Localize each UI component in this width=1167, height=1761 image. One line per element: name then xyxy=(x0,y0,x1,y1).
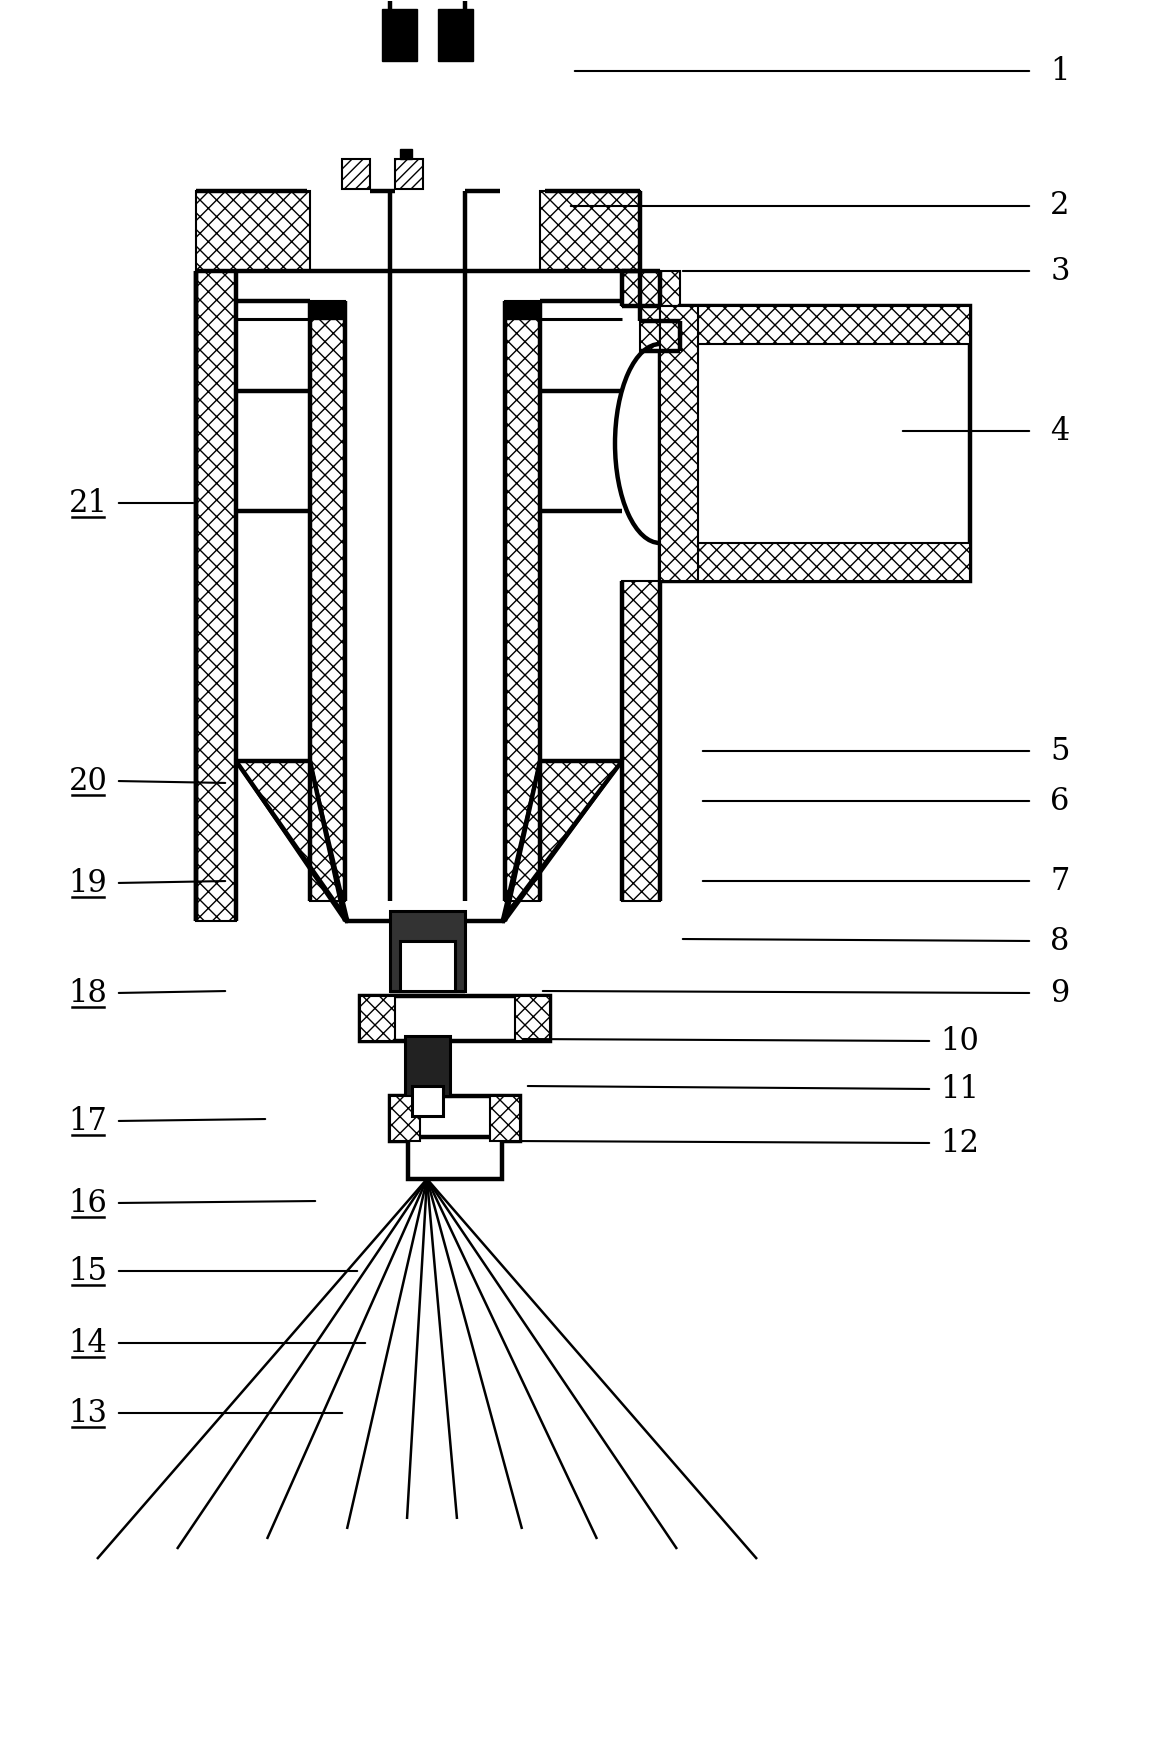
Bar xyxy=(661,542,970,581)
Polygon shape xyxy=(502,761,622,921)
Bar xyxy=(359,997,394,1041)
Bar xyxy=(400,150,412,158)
Bar xyxy=(196,271,236,921)
Text: 1: 1 xyxy=(1050,56,1070,86)
Bar xyxy=(359,997,550,1041)
Bar xyxy=(390,1095,420,1141)
Text: 6: 6 xyxy=(1050,785,1070,817)
Polygon shape xyxy=(236,761,348,921)
Bar xyxy=(408,1138,502,1180)
Text: 3: 3 xyxy=(1050,255,1070,287)
Bar xyxy=(382,9,417,62)
Text: 11: 11 xyxy=(941,1074,979,1104)
Bar xyxy=(661,306,970,343)
Bar xyxy=(342,158,370,188)
Bar xyxy=(390,910,464,991)
Text: 17: 17 xyxy=(69,1106,107,1136)
Text: 21: 21 xyxy=(69,488,107,518)
Bar xyxy=(505,301,540,319)
Text: 14: 14 xyxy=(69,1328,107,1358)
Bar xyxy=(540,190,640,271)
Text: 10: 10 xyxy=(941,1025,979,1057)
Bar xyxy=(661,306,698,581)
Text: 13: 13 xyxy=(69,1398,107,1428)
Bar xyxy=(405,1035,450,1095)
Text: 5: 5 xyxy=(1050,736,1070,766)
Bar xyxy=(390,1095,520,1141)
Text: 9: 9 xyxy=(1050,977,1070,1009)
Bar xyxy=(412,1087,443,1116)
Text: 4: 4 xyxy=(1050,416,1070,447)
Bar xyxy=(490,1095,520,1141)
Bar xyxy=(661,306,970,581)
Text: 20: 20 xyxy=(69,766,107,796)
Bar xyxy=(622,581,661,902)
Text: 18: 18 xyxy=(69,977,107,1009)
Bar xyxy=(310,301,345,319)
Bar xyxy=(196,190,310,271)
Bar xyxy=(438,9,473,62)
Bar xyxy=(640,271,680,350)
Text: 19: 19 xyxy=(69,868,107,898)
Bar xyxy=(400,940,455,991)
Text: 12: 12 xyxy=(941,1127,979,1159)
Bar xyxy=(515,997,550,1041)
Bar xyxy=(505,301,540,902)
Text: 16: 16 xyxy=(69,1187,107,1219)
Text: 8: 8 xyxy=(1050,926,1070,956)
Bar xyxy=(310,301,345,902)
Text: 7: 7 xyxy=(1050,865,1070,896)
Text: 15: 15 xyxy=(69,1256,107,1287)
Text: 2: 2 xyxy=(1050,190,1070,222)
Bar xyxy=(394,158,422,188)
Bar xyxy=(622,271,661,306)
